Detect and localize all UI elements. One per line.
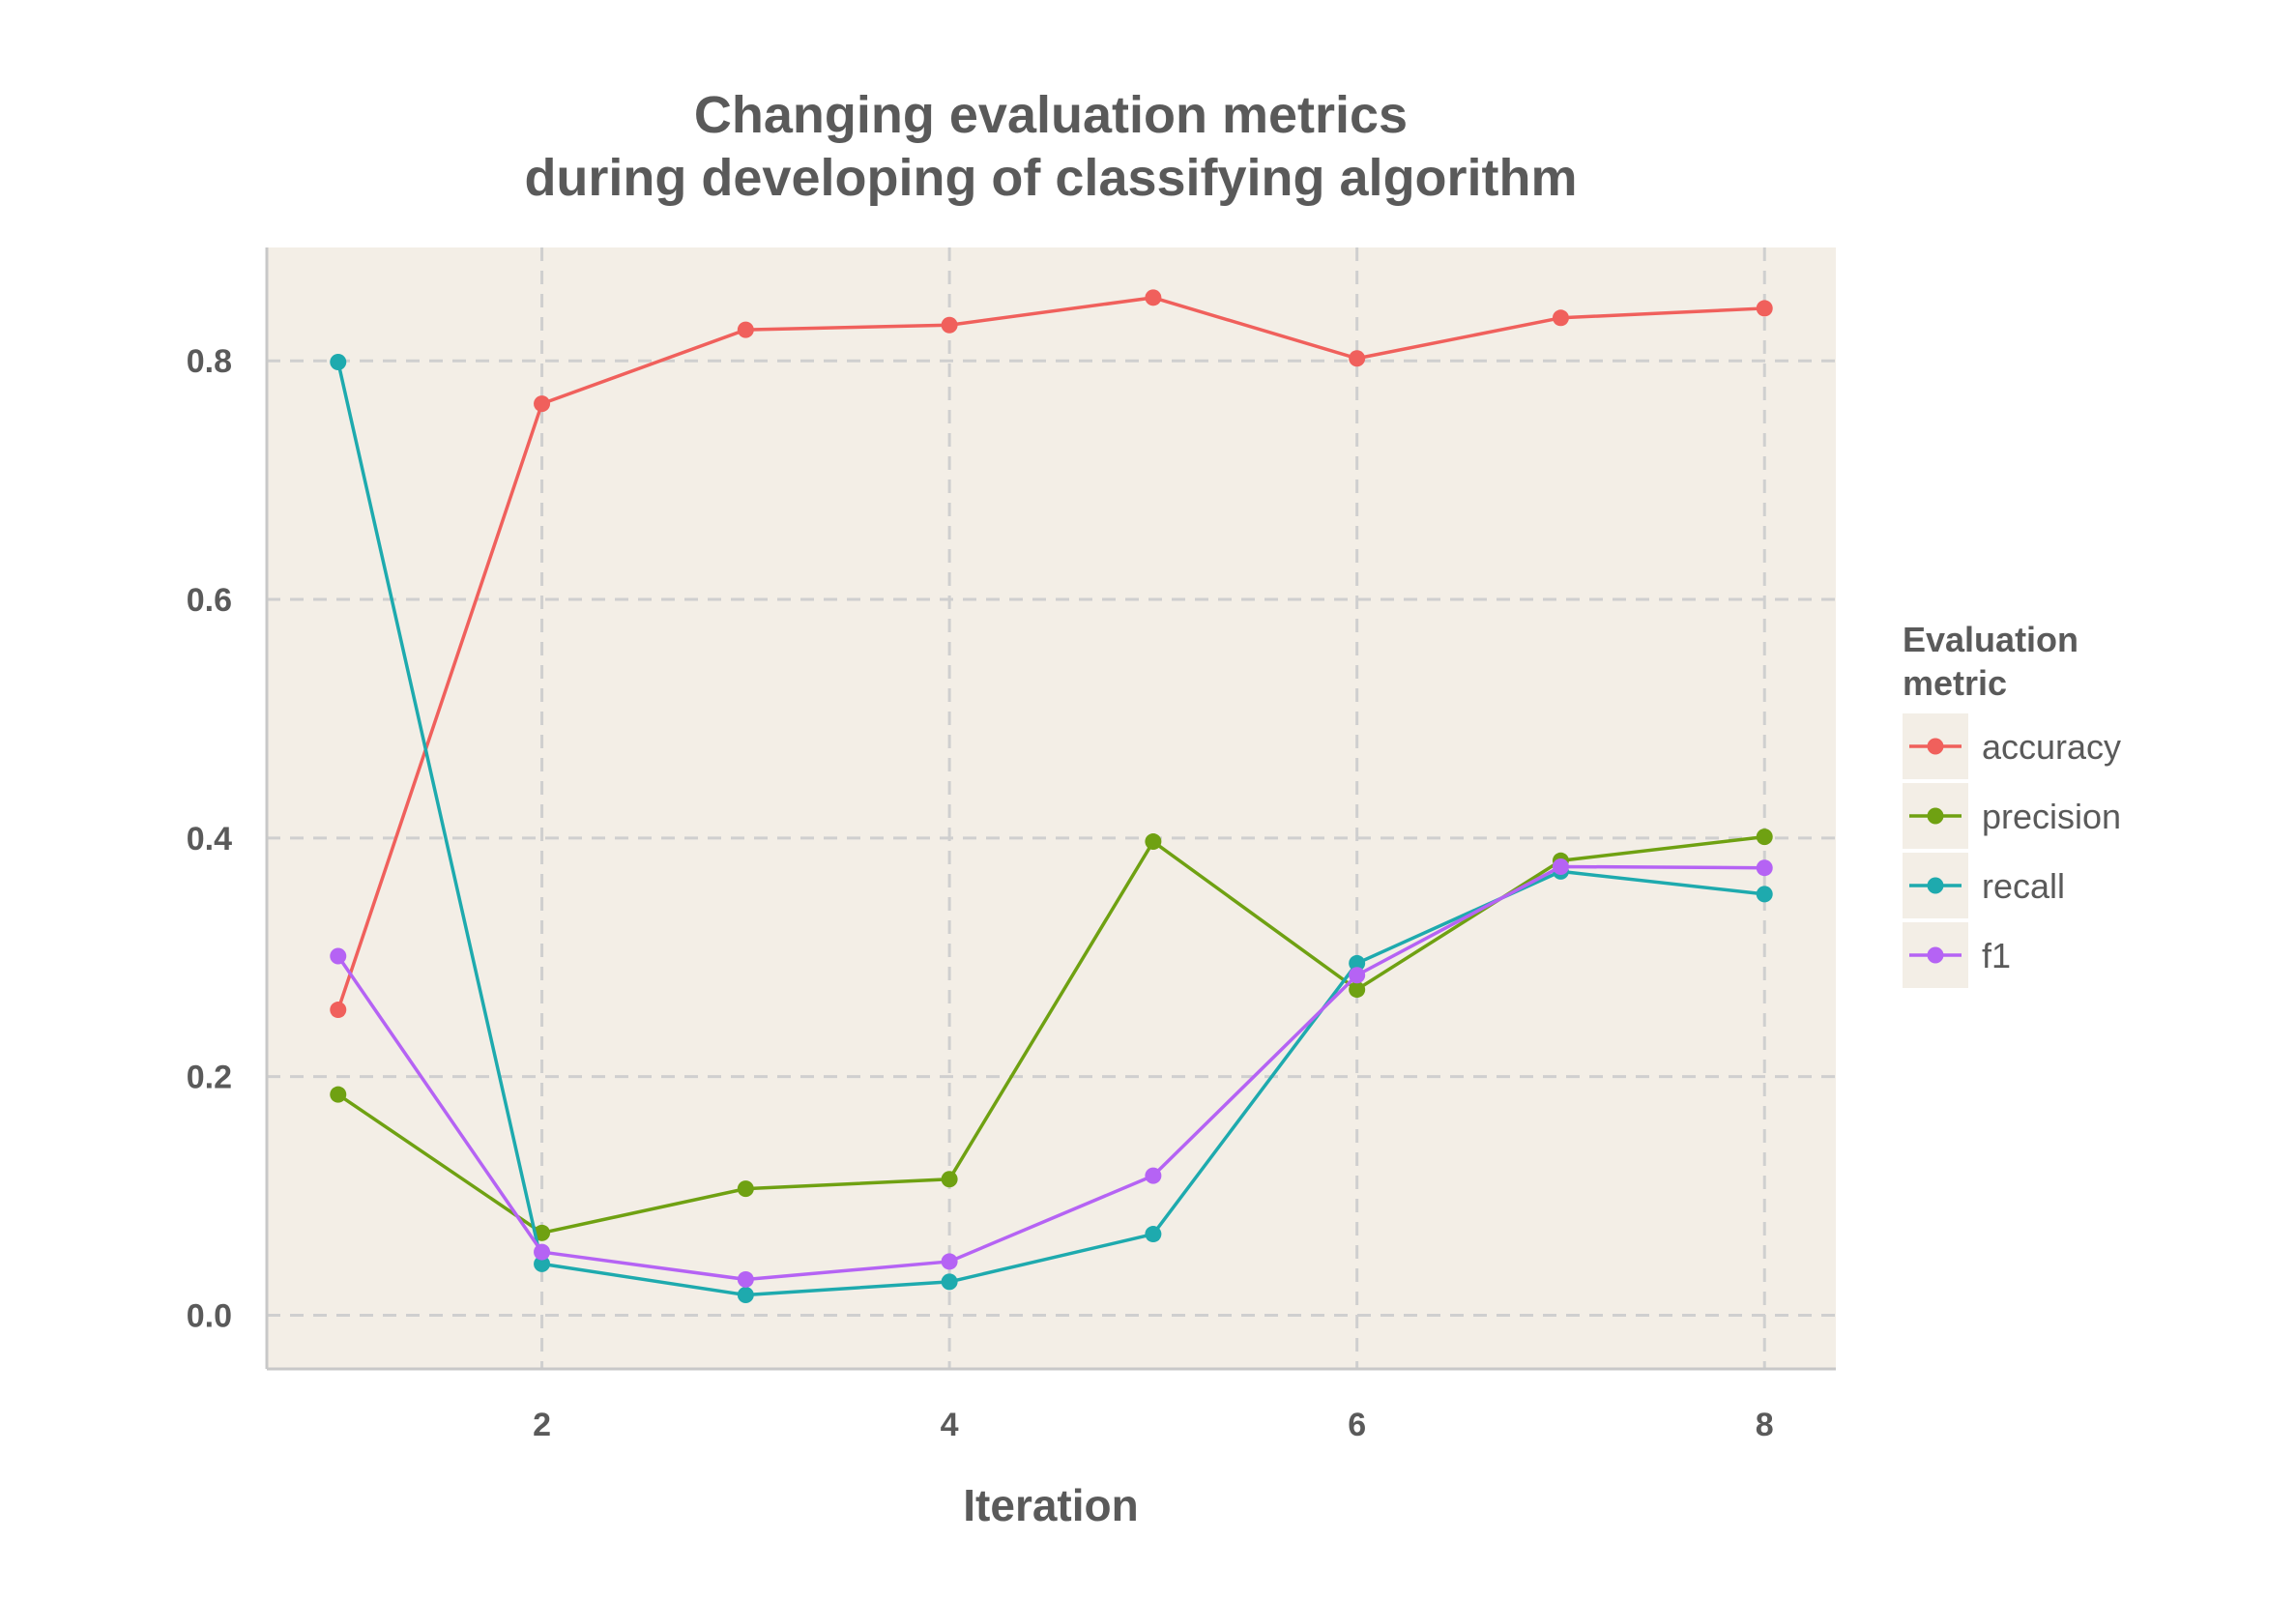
- data-point-f1: [534, 1243, 551, 1261]
- legend-label: f1: [1982, 936, 2011, 975]
- y-tick-label: 0.8: [187, 343, 232, 380]
- legend-item-recall: recall: [1903, 853, 2065, 918]
- data-point-accuracy: [1349, 350, 1366, 367]
- data-point-f1: [1552, 858, 1569, 875]
- legend-title-line-2: metric: [1903, 663, 2007, 703]
- y-tick-label: 0.2: [187, 1060, 232, 1096]
- y-tick-label: 0.0: [187, 1297, 232, 1334]
- data-point-precision: [941, 1171, 958, 1188]
- data-point-precision: [330, 1086, 347, 1103]
- data-point-precision: [1145, 833, 1162, 851]
- legend-item-precision: precision: [1903, 783, 2121, 849]
- data-point-recall: [330, 353, 347, 370]
- data-point-f1: [737, 1270, 754, 1288]
- legend-key-point: [1927, 807, 1944, 825]
- data-point-precision: [737, 1180, 754, 1198]
- y-tick-labels: 0.0 0.2 0.4 0.6 0.8: [187, 343, 232, 1334]
- data-point-accuracy: [941, 316, 958, 334]
- data-point-accuracy: [1552, 309, 1569, 327]
- x-tick-label: 2: [533, 1407, 551, 1443]
- legend-item-accuracy: accuracy: [1903, 713, 2121, 779]
- y-tick-label: 0.4: [187, 821, 232, 858]
- plot-panel: [267, 247, 1836, 1369]
- data-point-f1: [1145, 1167, 1162, 1184]
- x-tick-labels: 2 4 6 8: [533, 1407, 1774, 1443]
- data-point-f1: [330, 947, 347, 965]
- data-point-recall: [534, 1255, 551, 1272]
- series-line-precision: [336, 834, 1765, 1236]
- chart-title-line-2: during developing of classifying algorit…: [524, 149, 1577, 207]
- data-point-recall: [941, 1273, 958, 1291]
- data-point-recall: [1145, 1226, 1162, 1243]
- grid-lines: [267, 247, 1836, 1369]
- legend-label: precision: [1982, 797, 2121, 836]
- data-point-accuracy: [534, 395, 551, 413]
- data-point-accuracy: [737, 321, 754, 338]
- data-point-precision: [534, 1224, 551, 1241]
- x-tick-label: 6: [1348, 1407, 1366, 1443]
- series-line-recall: [336, 362, 1765, 1297]
- series-accuracy: [330, 289, 1773, 1019]
- data-point-recall: [1349, 954, 1366, 972]
- x-axis-label: Iteration: [963, 1480, 1138, 1530]
- data-point-f1: [941, 1253, 958, 1270]
- y-tick-label: 0.6: [187, 582, 232, 619]
- series-line-f1: [336, 864, 1765, 1282]
- series-line-accuracy: [336, 296, 1765, 1011]
- x-tick-label: 8: [1756, 1407, 1774, 1443]
- legend-title-line-1: Evaluation: [1903, 620, 2078, 659]
- legend-key-point: [1927, 946, 1944, 964]
- data-point-recall: [1756, 886, 1773, 903]
- data-point-f1: [1349, 967, 1366, 984]
- data-point-precision: [1349, 981, 1366, 999]
- data-point-recall: [737, 1286, 754, 1303]
- data-point-f1: [1756, 859, 1773, 877]
- legend-items: accuracy precision recall f1: [1903, 713, 2121, 988]
- legend-item-f1: f1: [1903, 922, 2011, 988]
- series-f1: [330, 858, 1773, 1288]
- data-point-accuracy: [1756, 300, 1773, 317]
- series-lines: [330, 289, 1773, 1303]
- legend-label: recall: [1982, 866, 2065, 906]
- legend: Evaluation metric accuracy precision recal…: [1903, 620, 2121, 988]
- legend-key-point: [1927, 877, 1944, 894]
- data-point-precision: [1756, 829, 1773, 846]
- chart-title-line-1: Changing evaluation metrics: [694, 86, 1408, 144]
- legend-label: accuracy: [1982, 727, 2121, 767]
- legend-key-point: [1927, 738, 1944, 755]
- data-point-accuracy: [330, 1002, 347, 1019]
- x-tick-label: 4: [941, 1407, 959, 1443]
- data-point-accuracy: [1145, 289, 1162, 306]
